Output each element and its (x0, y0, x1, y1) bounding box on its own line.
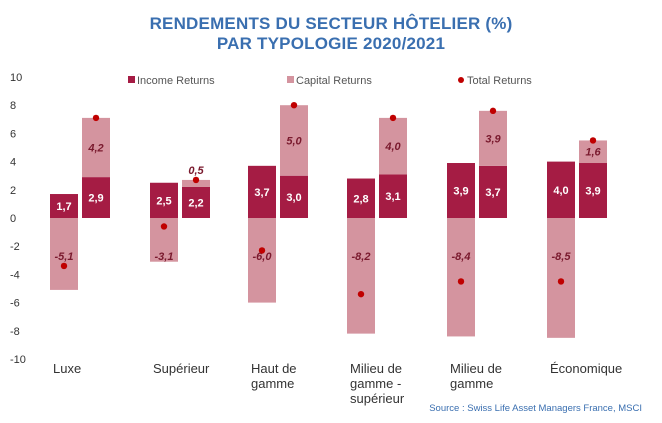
bar-income-2021 (479, 165, 507, 218)
data-label-capital-2021: 1,6 (585, 147, 601, 159)
bar-income-2021 (82, 177, 110, 218)
data-label-capital-2020: -5,1 (55, 251, 74, 263)
bar-income-2021 (379, 174, 407, 218)
bar-income-2020 (248, 165, 276, 218)
total-marker-2021 (290, 102, 298, 109)
bar-income-2020 (150, 182, 178, 218)
bar-capital-2021 (479, 110, 507, 166)
y-tick-label: -2 (10, 241, 20, 253)
data-label-capital-2020: -8,5 (552, 251, 572, 263)
data-label-income-2020: 2,5 (156, 195, 171, 207)
bar-income-2020 (447, 163, 475, 218)
bar-income-2020 (547, 161, 575, 218)
category-label-line: Économique (550, 361, 622, 376)
total-marker-2021 (589, 137, 597, 144)
bar-capital-2020 (347, 218, 375, 334)
total-marker-2020 (357, 290, 365, 298)
data-label-income-2021: 2,2 (188, 197, 203, 209)
y-tick-label: 4 (10, 157, 16, 169)
total-marker-2021 (92, 114, 100, 122)
category-label: Luxe (53, 361, 81, 376)
category-label-line: Milieu de (450, 361, 502, 376)
data-label-income-2021: 3,0 (286, 192, 301, 204)
legend-label-1: Capital Returns (296, 75, 372, 87)
category-label: Haut de gamme (251, 361, 297, 391)
bar-income-2021 (579, 163, 607, 218)
data-label-capital-2021: 0,5 (188, 165, 204, 177)
total-marker-2020 (457, 278, 465, 285)
total-marker-2020 (160, 223, 168, 230)
category-label-line: Supérieur (153, 361, 210, 376)
legend-marker-2 (458, 77, 464, 83)
y-tick-label: -4 (10, 269, 20, 281)
y-tick-label: 0 (10, 213, 16, 225)
total-marker-2020 (557, 278, 565, 285)
bar-capital-2020 (447, 218, 475, 337)
legend-swatch-1 (287, 76, 294, 83)
category-label-line: Luxe (53, 361, 81, 376)
y-tick-label: 6 (10, 128, 16, 140)
category-label: Économique (550, 361, 622, 376)
y-tick-label: 8 (10, 100, 16, 112)
source-note: Source : Swiss Life Asset Managers Franc… (429, 403, 642, 414)
data-label-income-2021: 3,7 (485, 187, 500, 199)
y-tick-label: -10 (10, 354, 26, 366)
data-label-income-2020: 1,7 (56, 201, 71, 213)
total-marker-2020 (60, 262, 68, 270)
bar-capital-2020 (547, 218, 575, 338)
total-marker-2021 (192, 176, 200, 184)
data-label-income-2021: 2,9 (88, 193, 103, 205)
chart-title-line-1: RENDEMENTS DU SECTEUR HÔTELIER (%) (149, 14, 513, 33)
bar-income-2020 (347, 178, 375, 218)
y-tick-label: 2 (10, 185, 16, 197)
total-marker-2021 (389, 114, 397, 122)
bar-capital-2020 (248, 218, 276, 303)
legend-label-2: Total Returns (467, 75, 532, 87)
category-label-line: gamme (450, 376, 493, 391)
total-marker-2021 (489, 107, 497, 115)
y-tick-label: -8 (10, 326, 20, 338)
data-label-income-2020: 3,7 (254, 187, 269, 199)
bar-capital-2021 (379, 117, 407, 175)
category-label: Milieu de gamme (450, 361, 502, 391)
chart-title-line-2: PAR TYPOLOGIE 2020/2021 (216, 34, 446, 53)
category-label-line: Haut de (251, 361, 297, 376)
bar-income-2020 (50, 194, 78, 218)
legend-label-0: Income Returns (137, 75, 215, 87)
data-label-capital-2021: 5,0 (286, 135, 302, 147)
bar-capital-2021 (82, 117, 110, 178)
y-tick-label: -6 (10, 298, 20, 310)
category-label: Supérieur (153, 361, 210, 376)
bar-income-2021 (280, 175, 308, 218)
data-label-capital-2021: 3,9 (485, 133, 501, 145)
legend-swatch-0 (128, 76, 135, 83)
bar-capital-2021 (280, 105, 308, 176)
data-label-capital-2021: 4,0 (384, 141, 401, 153)
data-label-capital-2020: -3,1 (155, 251, 174, 263)
data-label-capital-2020: -8,4 (452, 251, 471, 263)
category-label-line: supérieur (350, 391, 405, 406)
data-label-income-2021: 3,9 (585, 186, 600, 198)
data-label-income-2021: 3,1 (385, 191, 400, 203)
data-label-income-2020: 3,9 (453, 186, 468, 198)
bar-capital-2021 (182, 179, 210, 187)
data-label-income-2020: 2,8 (353, 193, 368, 205)
category-label-line: gamme - (350, 376, 401, 391)
bar-capital-2020 (50, 218, 78, 290)
bar-income-2021 (182, 186, 210, 218)
category-label-line: Milieu de (350, 361, 402, 376)
data-label-capital-2020: -6,0 (253, 251, 273, 263)
chart-title: RENDEMENTS DU SECTEUR HÔTELIER (%) PAR T… (0, 14, 662, 54)
data-label-income-2020: 4,0 (553, 185, 568, 197)
y-tick-label: 10 (10, 72, 22, 84)
data-label-capital-2020: -8,2 (352, 251, 371, 263)
bar-capital-2021 (579, 140, 607, 164)
total-marker-2020 (258, 247, 266, 254)
category-label-line: gamme (251, 376, 294, 391)
category-label: Milieu de gamme -supérieur (350, 361, 405, 406)
data-label-capital-2021: 4,2 (87, 143, 103, 155)
